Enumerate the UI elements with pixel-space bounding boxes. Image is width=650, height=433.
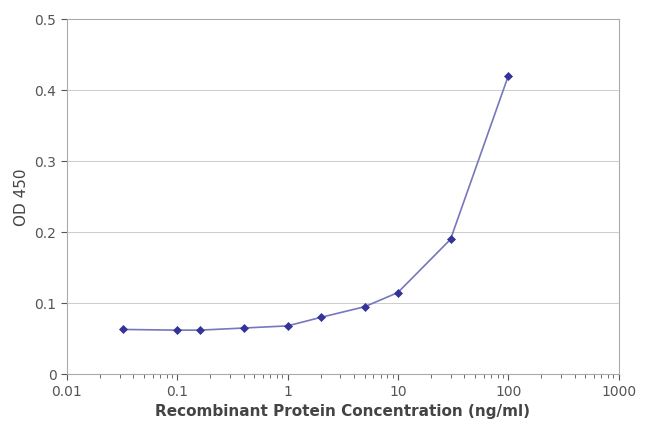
X-axis label: Recombinant Protein Concentration (ng/ml): Recombinant Protein Concentration (ng/ml… xyxy=(155,404,530,419)
Y-axis label: OD 450: OD 450 xyxy=(14,168,29,226)
